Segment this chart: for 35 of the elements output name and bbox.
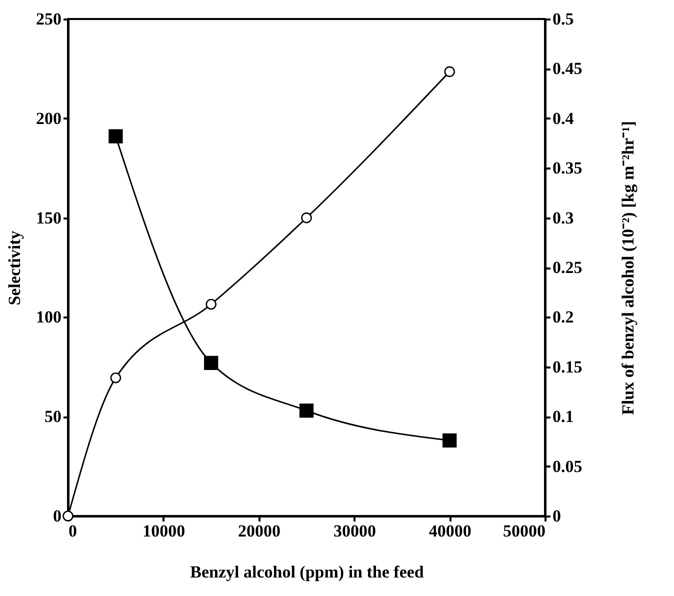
y-tick-label: 150	[36, 208, 62, 228]
y2-tick-label: 0.05	[552, 456, 582, 476]
y2-tick-label: 0.25	[552, 258, 582, 277]
x-axis-title: Benzyl alcohol (ppm) in the feed	[190, 562, 424, 582]
y2-tick-label: 0.2	[552, 308, 574, 327]
x-tick-label: 0	[68, 522, 77, 540]
y-tick-label: 100	[36, 308, 62, 327]
y2-tick-label: 0.45	[552, 59, 582, 78]
y2-tick-label: 0.3	[552, 208, 574, 228]
y2-tick-label: 0.5	[552, 10, 574, 28]
x-tick-label: 10000	[142, 522, 186, 540]
y2-tick-label: 0.4	[552, 108, 574, 128]
x-tick-label: 30000	[333, 522, 376, 540]
y-axis-title: Selectivity	[5, 230, 24, 306]
point	[299, 404, 314, 418]
x-tick-label: 40000	[428, 522, 472, 540]
y2-tick-label: 0.35	[552, 158, 582, 178]
point	[442, 433, 457, 448]
point	[62, 510, 74, 522]
y2-tick-label: 0	[552, 506, 561, 526]
y-tick-label: 200	[36, 108, 62, 128]
x-tick-label: 50000	[503, 522, 546, 540]
y-tick-label: 50	[44, 407, 62, 426]
point	[110, 372, 122, 384]
x-tick-label: 20000	[238, 522, 281, 540]
y-tick-label: 250	[36, 10, 62, 28]
point	[301, 212, 312, 224]
point	[444, 66, 455, 78]
point	[206, 298, 216, 310]
point	[108, 129, 123, 144]
y-tick-label: 0	[53, 506, 62, 526]
point	[204, 356, 218, 370]
y2-axis-title: Flux of benzyl alcohol (10⁻²) [kg m⁻²hr⁻¹]	[618, 121, 638, 415]
y2-tick-label: 0.1	[552, 407, 574, 426]
y2-tick-label: 0.15	[552, 357, 582, 376]
